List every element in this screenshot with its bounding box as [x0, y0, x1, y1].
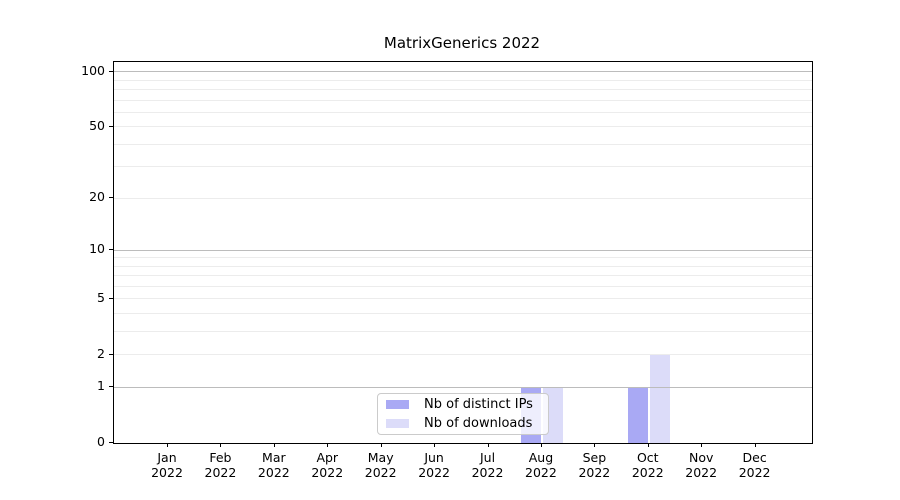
gridline-minor: [114, 88, 812, 90]
y-tick-mark: [109, 442, 113, 443]
legend-swatch-distinct-ips: [386, 400, 409, 409]
gridline-minor: [114, 126, 812, 128]
x-tick-year: 2022: [204, 465, 237, 480]
x-tick-mark: [434, 443, 436, 447]
x-tick-label: Aug 2022: [513, 450, 569, 480]
x-tick-year: 2022: [738, 465, 771, 480]
y-tick-label: 1: [97, 378, 105, 394]
x-tick-year: 2022: [631, 465, 664, 480]
gridline-minor: [114, 143, 812, 145]
gridline-minor: [114, 111, 812, 113]
plot-area: [113, 61, 813, 444]
x-tick-year: 2022: [525, 465, 557, 480]
x-tick-label: Dec 2022: [727, 450, 783, 480]
gridline-major: [114, 386, 812, 388]
x-tick-mark: [647, 443, 649, 447]
legend-label: Nb of downloads: [424, 416, 533, 431]
x-tick-label: Oct 2022: [620, 450, 676, 480]
x-tick-mark: [594, 443, 596, 447]
x-tick-year: 2022: [685, 465, 718, 480]
x-tick-year: 2022: [578, 465, 611, 480]
x-tick-label: Nov 2022: [673, 450, 729, 480]
chart-title: MatrixGenerics 2022: [383, 34, 541, 52]
legend-swatch-downloads: [386, 419, 409, 428]
gridline-major: [114, 71, 812, 73]
y-tick-mark: [109, 386, 113, 388]
gridline-minor: [114, 275, 812, 277]
gridline-minor: [114, 166, 812, 168]
x-tick-label: Jan 2022: [139, 450, 195, 480]
x-tick-label: Apr 2022: [299, 450, 355, 480]
bar-nb-of-downloads-oct-2022: [649, 354, 670, 443]
x-tick-year: 2022: [311, 465, 344, 480]
x-tick-mark: [273, 443, 275, 447]
x-tick-mark: [380, 443, 382, 447]
y-tick-label: 50: [89, 117, 105, 133]
x-tick-label: Sep 2022: [566, 450, 622, 480]
x-tick-mark: [167, 443, 168, 447]
x-tick-mark: [701, 443, 703, 447]
x-tick-mark: [754, 443, 756, 447]
y-tick-mark: [109, 125, 113, 127]
gridline-minor: [114, 330, 812, 332]
y-tick-label: 100: [81, 62, 105, 78]
gridline-minor: [114, 354, 812, 356]
x-tick-mark: [487, 443, 489, 447]
gridline-minor: [114, 99, 812, 101]
x-tick-year: 2022: [364, 465, 397, 480]
y-tick-mark: [109, 249, 113, 251]
y-tick-label: 0: [97, 434, 105, 449]
gridline-minor: [114, 313, 812, 315]
y-tick-mark: [109, 297, 113, 299]
y-tick-label: 2: [97, 345, 105, 361]
x-tick-mark: [220, 443, 222, 447]
x-tick-label: Jun 2022: [406, 450, 462, 480]
gridline-minor: [114, 79, 812, 81]
x-tick-year: 2022: [418, 465, 450, 480]
x-tick-mark: [540, 443, 542, 447]
gridline-minor: [114, 298, 812, 300]
gridline-minor: [114, 265, 812, 267]
gridline-minor: [114, 285, 812, 287]
x-tick-label: Feb 2022: [192, 450, 248, 480]
gridline-minor: [114, 197, 812, 199]
legend: Nb of distinct IPs Nb of downloads: [377, 393, 549, 435]
legend-label: Nb of distinct IPs: [424, 397, 533, 412]
gridline-minor: [114, 257, 812, 259]
y-tick-label: 20: [89, 189, 105, 205]
y-tick-label: 10: [89, 241, 105, 257]
gridline-major: [114, 249, 812, 251]
x-tick-label: Jul 2022: [460, 450, 516, 480]
x-tick-year: 2022: [471, 465, 504, 480]
y-tick-mark: [109, 353, 113, 355]
y-tick-mark: [109, 197, 113, 199]
legend-item: Nb of distinct IPs: [378, 397, 548, 413]
y-tick-label: 5: [97, 289, 105, 305]
legend-item: Nb of downloads: [378, 416, 548, 432]
x-tick-year: 2022: [257, 465, 290, 480]
x-tick-label: May 2022: [353, 450, 409, 480]
x-tick-year: 2022: [151, 465, 183, 480]
bar-nb-of-distinct-ips-oct-2022: [627, 387, 648, 443]
x-tick-label: Mar 2022: [246, 450, 302, 480]
x-tick-mark: [327, 443, 329, 447]
y-tick-mark: [109, 70, 113, 72]
